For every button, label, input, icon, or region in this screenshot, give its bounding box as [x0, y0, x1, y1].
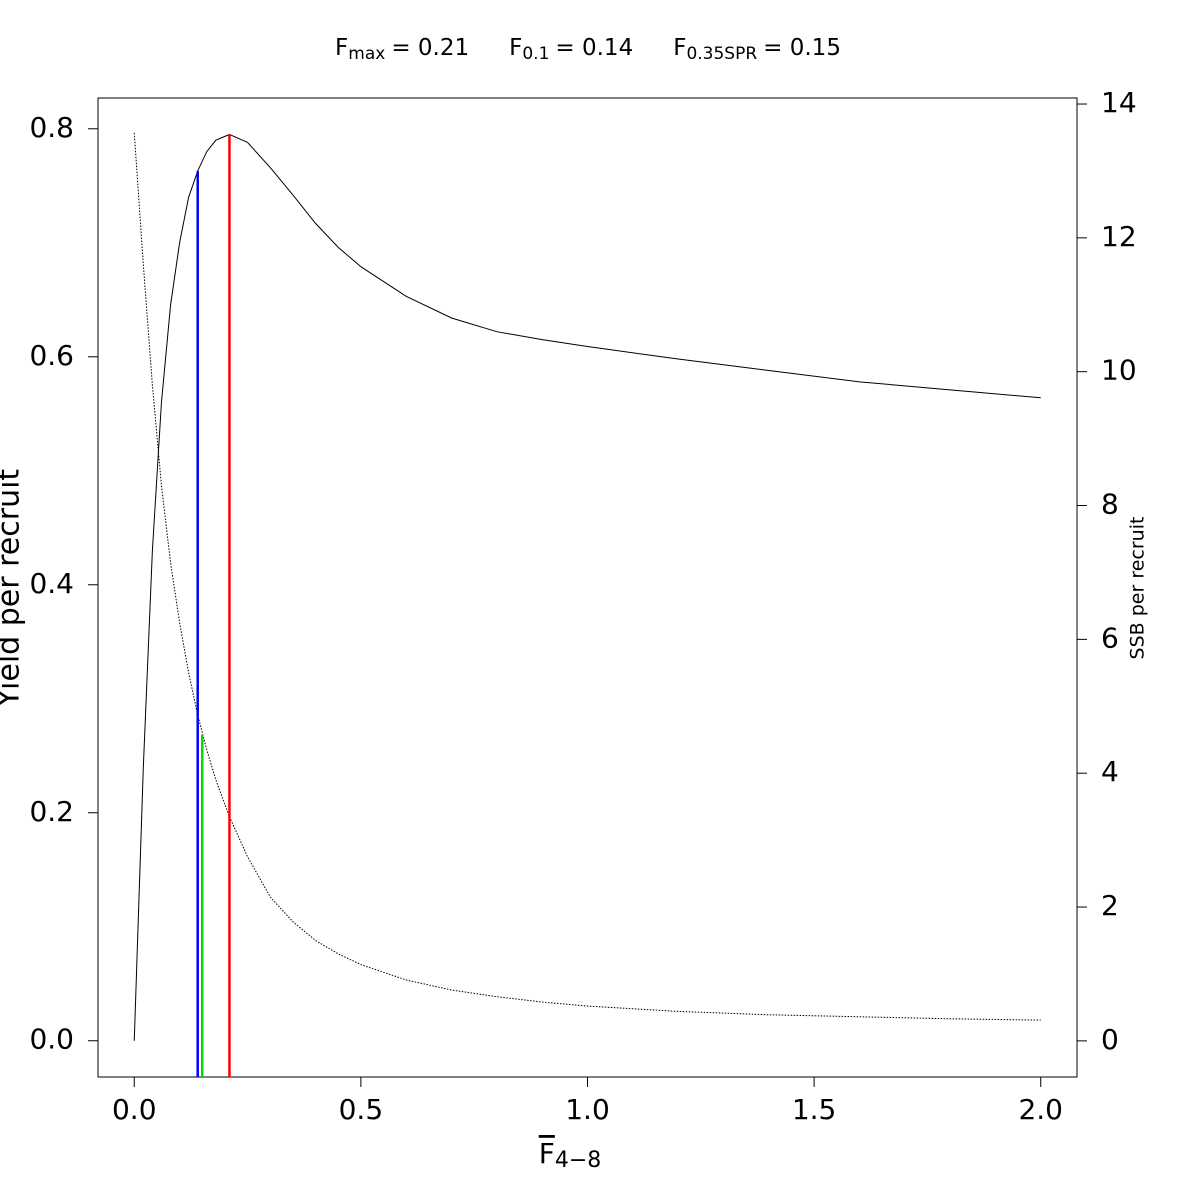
data-line — [133, 132, 1041, 1021]
data-line — [133, 133, 1041, 1041]
x-tick-label: 2.0 — [1018, 1093, 1063, 1126]
x-tick-label: 1.5 — [792, 1093, 837, 1126]
y2-tick-label: 4 — [1101, 755, 1119, 788]
title-value: = 0.14 — [555, 35, 633, 61]
title-subscript: 0.35SPR — [686, 44, 757, 64]
title-value: = 0.15 — [763, 35, 841, 61]
y2-tick-label: 2 — [1101, 889, 1119, 922]
y2-tick-label: 10 — [1101, 354, 1137, 387]
title-subscript: max — [348, 44, 385, 64]
y2-tick-label: 6 — [1101, 621, 1119, 654]
x-axis-label: F4−8 — [539, 1137, 602, 1173]
title-symbol: F — [673, 35, 686, 61]
title-symbol: F — [335, 35, 348, 61]
y-tick-label: 0.4 — [29, 567, 74, 600]
x-tick-label: 0.0 — [112, 1093, 157, 1126]
y2-tick-label: 0 — [1101, 1023, 1119, 1056]
y-tick-label: 0.2 — [29, 795, 74, 828]
x-label-subscript: 4−8 — [555, 1148, 601, 1173]
x-tick-label: 1.0 — [565, 1093, 610, 1126]
y2-tick-label: 8 — [1101, 488, 1119, 521]
title-subscript: 0.1 — [522, 44, 549, 64]
y2-tick-label: 14 — [1101, 86, 1137, 119]
title-symbol: F — [509, 35, 522, 61]
y-tick-label: 0.6 — [29, 339, 74, 372]
y-axis-label: Yield per recruit — [0, 469, 27, 709]
y2-axis-label: SSB per recruit — [1127, 517, 1149, 660]
x-label-symbol: F — [539, 1137, 555, 1170]
y2-tick-label: 12 — [1101, 220, 1137, 253]
y-tick-label: 0.0 — [29, 1023, 74, 1056]
plot-frame — [97, 97, 1078, 1078]
chart-title: Fmax = 0.21 F0.1 = 0.14 F0.35SPR = 0.15 — [335, 35, 841, 65]
x-tick-label: 0.5 — [339, 1093, 384, 1126]
title-value: = 0.21 — [391, 35, 469, 61]
y-tick-label: 0.8 — [29, 111, 74, 144]
